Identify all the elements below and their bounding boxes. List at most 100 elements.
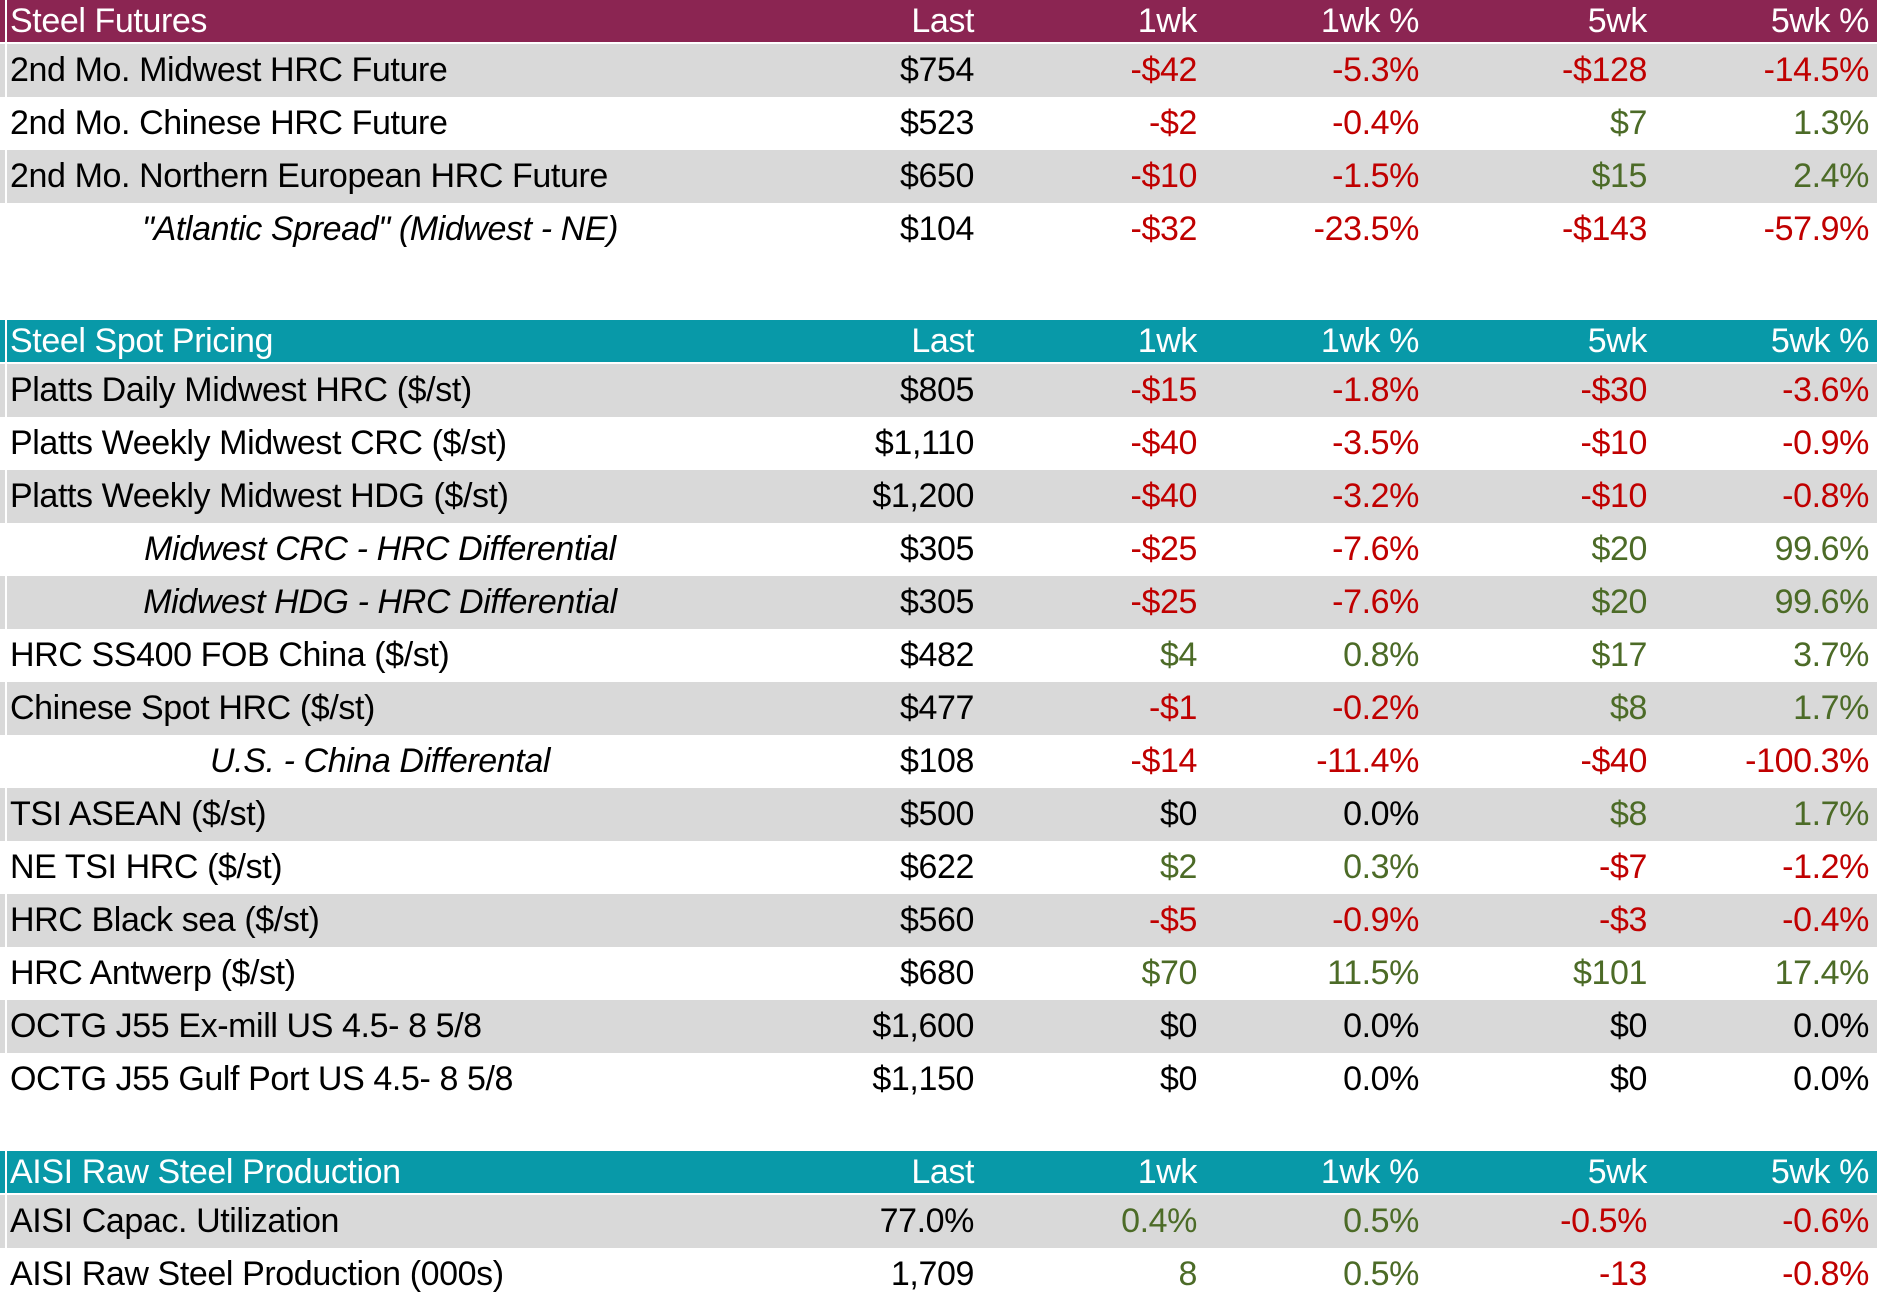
table-row-midwest-crc-hrc-differential: Midwest CRC - HRC Differential $305 -$25 -7…: [0, 523, 1877, 576]
column-header-1wk: 1wk %: [1320, 1152, 1420, 1191]
cell-5wk: 1.7%: [1793, 795, 1869, 833]
table-row-aisi-capac-utilization: AISI Capac. Utilization 77.0% 0.4% 0.5% -0.5…: [0, 1195, 1877, 1248]
section-aisi-raw-steel-production: AISI Raw Steel Production Last 1wk 1wk % 5wk…: [0, 1151, 1877, 1301]
cell-1wk: -23.5%: [1313, 210, 1420, 248]
cell-last: $482: [899, 636, 974, 674]
table-row-hrc-ss400-fob-china-st: HRC SS400 FOB China ($/st) $482 $4 0.8% $17 3…: [0, 629, 1877, 682]
cell-1wk: $4: [1159, 636, 1197, 674]
cell-5wk: 2.4%: [1793, 157, 1869, 195]
cell-5wk: -$3: [1599, 901, 1647, 939]
row-label: Platts Weekly Midwest HDG ($/st): [10, 477, 509, 515]
cell-5wk: -0.8%: [1782, 477, 1869, 515]
column-header-1wk: 1wk: [1137, 321, 1198, 360]
cell-5wk: -$10: [1580, 424, 1648, 462]
row-label: Midwest HDG - HRC Differential: [143, 583, 617, 621]
cell-5wk: -$128: [1562, 51, 1647, 89]
table-row-hrc-antwerp-st: HRC Antwerp ($/st) $680 $70 11.5% $101 17.4%: [0, 947, 1877, 1000]
cell-last: $680: [899, 954, 974, 992]
cell-5wk: -$10: [1580, 477, 1648, 515]
cell-last: $622: [899, 848, 974, 886]
row-label: 2nd Mo. Chinese HRC Future: [10, 104, 448, 142]
cell-1wk: 11.5%: [1327, 954, 1419, 992]
table-row-u-s-china-differental: U.S. - China Differental $108 -$14 -11.4% -$…: [0, 735, 1877, 788]
cell-5wk: -$40: [1580, 742, 1648, 780]
cell-last: $560: [899, 901, 974, 939]
cell-1wk: -1.8%: [1332, 371, 1419, 409]
column-header-5wk: 5wk %: [1770, 321, 1870, 360]
column-header-5wk: 5wk: [1587, 1152, 1648, 1191]
cell-5wk: -3.6%: [1782, 371, 1869, 409]
row-label: Platts Daily Midwest HRC ($/st): [10, 371, 472, 409]
cell-last: 1,709: [890, 1255, 974, 1293]
cell-last: $523: [899, 104, 974, 142]
cell-last: $1,200: [872, 477, 974, 515]
cell-last: $1,150: [872, 1060, 974, 1098]
cell-5wk: 0.0%: [1793, 1060, 1869, 1098]
column-header-1wk: 1wk %: [1320, 1, 1420, 40]
column-header-1wk: 1wk: [1137, 1152, 1198, 1191]
cell-1wk: -$40: [1130, 424, 1198, 462]
cell-5wk: 17.4%: [1774, 954, 1870, 992]
table-row-ne-tsi-hrc-st: NE TSI HRC ($/st) $622 $2 0.3% -$7 -1.2%: [0, 841, 1877, 894]
cell-1wk: $0: [1159, 1007, 1197, 1045]
cell-5wk: $8: [1609, 689, 1647, 727]
cell-1wk: 0.5%: [1343, 1202, 1419, 1240]
table-row-platts-weekly-midwest-hdg-st: Platts Weekly Midwest HDG ($/st) $1,200 -$…: [0, 470, 1877, 523]
cell-1wk: 0.0%: [1343, 1060, 1419, 1098]
cell-1wk: -3.2%: [1332, 477, 1419, 515]
cell-5wk: 99.6%: [1774, 530, 1870, 568]
row-label: HRC SS400 FOB China ($/st): [10, 636, 450, 674]
cell-last: $1,600: [872, 1007, 974, 1045]
cell-5wk: $0: [1609, 1060, 1647, 1098]
cell-5wk: -13: [1599, 1255, 1647, 1293]
cell-1wk: -$25: [1130, 530, 1198, 568]
cell-5wk: -0.6%: [1782, 1202, 1869, 1240]
cell-1wk: 0.0%: [1343, 795, 1419, 833]
table-row-hrc-black-sea-st: HRC Black sea ($/st) $560 -$5 -0.9% -$3 -0.4%: [0, 894, 1877, 947]
cell-1wk: -7.6%: [1332, 530, 1419, 568]
table-row-2nd-mo-northern-european-hrc-future: 2nd Mo. Northern European HRC Future $650…: [0, 150, 1877, 203]
row-label: HRC Black sea ($/st): [10, 901, 320, 939]
cell-5wk: $20: [1591, 583, 1647, 621]
cell-5wk: -0.9%: [1782, 424, 1869, 462]
cell-5wk: -$143: [1562, 210, 1647, 248]
section-header: AISI Raw Steel Production Last 1wk 1wk % 5wk…: [0, 1151, 1877, 1195]
table-row-midwest-hdg-hrc-differential: Midwest HDG - HRC Differential $305 -$25 -7…: [0, 576, 1877, 629]
row-label: OCTG J55 Ex-mill US 4.5- 8 5/8: [10, 1007, 482, 1045]
column-header-last: Last: [911, 321, 974, 360]
cell-5wk: $15: [1591, 157, 1647, 195]
cell-1wk: -0.2%: [1332, 689, 1419, 727]
cell-5wk: -100.3%: [1745, 742, 1869, 780]
row-label: "Atlantic Spread" (Midwest - NE): [141, 210, 619, 248]
row-label: AISI Raw Steel Production (000s): [10, 1255, 504, 1293]
cell-5wk: $17: [1591, 636, 1647, 674]
cell-last: $477: [899, 689, 974, 727]
row-label: U.S. - China Differental: [210, 742, 550, 780]
table-row-atlantic-spread-midwest-ne: "Atlantic Spread" (Midwest - NE) $104 -$32…: [0, 203, 1877, 256]
cell-1wk: $0: [1159, 795, 1197, 833]
row-label: Midwest CRC - HRC Differential: [144, 530, 616, 568]
cell-1wk: -0.9%: [1332, 901, 1419, 939]
table-row-2nd-mo-midwest-hrc-future: 2nd Mo. Midwest HRC Future $754 -$42 -5.3% -…: [0, 44, 1877, 97]
cell-5wk: $7: [1609, 104, 1647, 142]
cell-1wk: -3.5%: [1332, 424, 1419, 462]
column-header-5wk: 5wk: [1587, 321, 1648, 360]
column-header-last: Last: [911, 1, 974, 40]
cell-last: $754: [899, 51, 974, 89]
cell-5wk: $20: [1591, 530, 1647, 568]
table-row-aisi-raw-steel-production-000s: AISI Raw Steel Production (000s) 1,709 8 0.…: [0, 1248, 1877, 1301]
table-row-octg-j55-ex-mill-us-4-5-8-5-8: OCTG J55 Ex-mill US 4.5- 8 5/8 $1,600 $0 0.…: [0, 1000, 1877, 1053]
cell-5wk: $101: [1572, 954, 1647, 992]
column-header-5wk: 5wk: [1587, 1, 1648, 40]
section-title: Steel Spot Pricing: [10, 321, 274, 360]
cell-5wk: -$7: [1599, 848, 1647, 886]
cell-1wk: -$15: [1130, 371, 1198, 409]
cell-1wk: -0.4%: [1332, 104, 1419, 142]
section-title: AISI Raw Steel Production: [10, 1152, 401, 1191]
cell-1wk: $2: [1159, 848, 1197, 886]
cell-1wk: 0.4%: [1121, 1202, 1197, 1240]
cell-1wk: -$32: [1130, 210, 1198, 248]
cell-1wk: -5.3%: [1332, 51, 1419, 89]
cell-last: $805: [899, 371, 974, 409]
row-label: TSI ASEAN ($/st): [10, 795, 267, 833]
